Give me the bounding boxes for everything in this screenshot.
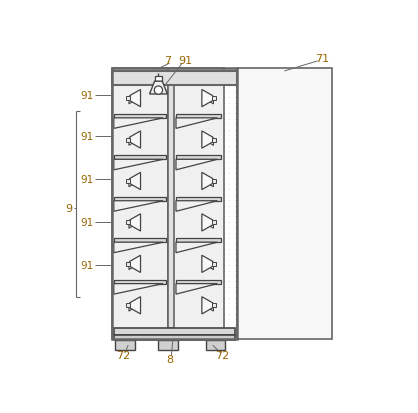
Text: 91: 91 [80, 175, 93, 185]
Bar [176, 280, 221, 284]
Bar [126, 138, 130, 142]
Bar [212, 138, 216, 142]
Text: 7: 7 [164, 56, 171, 66]
Bar [112, 69, 168, 339]
Text: 8: 8 [166, 355, 173, 365]
Polygon shape [202, 173, 213, 190]
Bar [112, 72, 237, 86]
Bar [126, 221, 130, 225]
Polygon shape [129, 304, 135, 311]
Polygon shape [150, 82, 167, 95]
Polygon shape [176, 201, 217, 212]
Polygon shape [202, 90, 213, 107]
Bar [114, 280, 166, 284]
Polygon shape [207, 221, 214, 229]
Bar [114, 197, 166, 201]
Polygon shape [202, 214, 213, 231]
Bar [168, 86, 174, 328]
Bar [126, 97, 130, 101]
Polygon shape [114, 284, 163, 294]
Text: 9: 9 [66, 204, 73, 214]
Polygon shape [202, 297, 213, 314]
Polygon shape [129, 221, 135, 229]
Bar [212, 304, 216, 308]
Text: 91: 91 [178, 56, 193, 66]
Bar [114, 115, 166, 119]
Polygon shape [114, 242, 163, 253]
Polygon shape [130, 90, 140, 107]
Polygon shape [129, 180, 135, 188]
Polygon shape [202, 256, 213, 273]
Bar [212, 221, 216, 225]
Polygon shape [114, 119, 163, 129]
Circle shape [154, 87, 163, 95]
Text: 72: 72 [215, 351, 229, 361]
Bar [168, 69, 224, 339]
Polygon shape [207, 97, 214, 104]
Bar [176, 115, 221, 119]
Polygon shape [176, 119, 217, 129]
Bar [155, 77, 162, 82]
Bar [206, 341, 225, 350]
Polygon shape [207, 138, 214, 146]
Bar [176, 156, 221, 160]
Bar [176, 197, 221, 201]
Polygon shape [129, 263, 135, 270]
Polygon shape [207, 180, 214, 188]
Polygon shape [130, 297, 140, 314]
Polygon shape [130, 256, 140, 273]
Text: 91: 91 [80, 218, 93, 228]
Bar [212, 262, 216, 266]
Text: 71: 71 [316, 54, 330, 64]
Polygon shape [129, 138, 135, 146]
Bar [212, 97, 216, 101]
Text: 91: 91 [80, 261, 93, 271]
Polygon shape [130, 173, 140, 190]
Text: 72: 72 [116, 351, 130, 361]
Bar [158, 341, 178, 350]
Polygon shape [207, 263, 214, 270]
Bar [114, 239, 166, 242]
Polygon shape [130, 214, 140, 231]
Polygon shape [114, 201, 163, 212]
Polygon shape [114, 160, 163, 171]
Bar [114, 335, 235, 341]
Text: 91: 91 [80, 91, 93, 101]
Polygon shape [207, 304, 214, 311]
Bar [126, 304, 130, 308]
Bar [114, 328, 235, 335]
Bar [212, 180, 216, 183]
Bar [114, 156, 166, 160]
Bar [126, 180, 130, 183]
Bar [176, 239, 221, 242]
Bar [115, 341, 135, 350]
Bar [126, 262, 130, 266]
Bar [112, 69, 237, 339]
Polygon shape [176, 284, 217, 294]
Polygon shape [129, 97, 135, 104]
Polygon shape [202, 132, 213, 149]
Polygon shape [176, 160, 217, 171]
Text: 91: 91 [80, 132, 93, 142]
Bar [237, 69, 332, 339]
Polygon shape [176, 242, 217, 253]
Polygon shape [130, 132, 140, 149]
